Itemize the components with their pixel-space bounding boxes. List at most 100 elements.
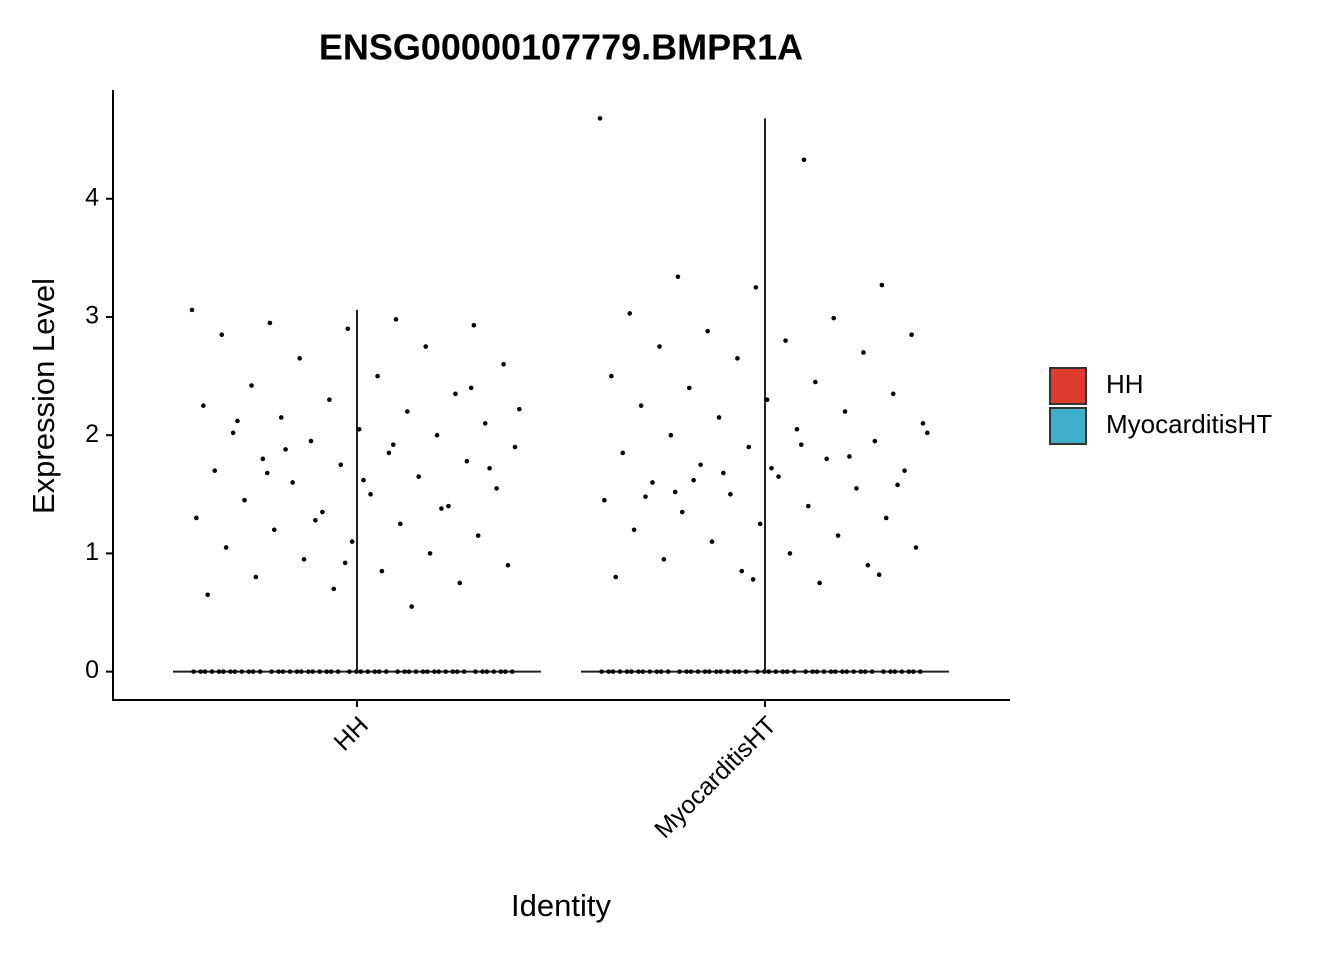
data-point <box>757 521 763 527</box>
x-tick-label: HH <box>329 711 374 756</box>
data-point <box>386 450 392 456</box>
data-point <box>228 669 233 674</box>
data-point <box>375 373 380 379</box>
data-point <box>617 669 623 674</box>
data-point <box>209 669 215 674</box>
data-point <box>714 669 719 674</box>
data-point <box>423 344 429 349</box>
data-point <box>654 669 660 674</box>
data-point <box>735 356 740 361</box>
data-point <box>833 669 838 674</box>
data-point <box>899 669 905 674</box>
data-point <box>803 669 808 674</box>
data-point <box>306 669 311 674</box>
data-point <box>881 669 886 674</box>
data-point <box>695 669 701 674</box>
data-point <box>705 328 710 334</box>
data-point <box>216 669 222 674</box>
data-point <box>361 477 366 483</box>
data-point <box>597 116 603 121</box>
data-point <box>764 397 770 403</box>
data-point <box>246 669 252 674</box>
data-point <box>640 669 646 674</box>
data-point <box>910 669 916 674</box>
data-point <box>501 361 506 367</box>
data-point <box>356 426 362 432</box>
y-tick-label: 2 <box>85 420 99 448</box>
data-point <box>647 669 653 674</box>
data-point <box>925 430 930 436</box>
data-point <box>688 669 694 674</box>
data-point <box>732 669 738 674</box>
data-point <box>390 442 396 447</box>
data-point <box>383 669 389 674</box>
data-point <box>308 438 314 444</box>
legend-key <box>1049 367 1087 405</box>
data-point <box>862 669 868 674</box>
data-point <box>194 515 199 521</box>
data-point <box>365 669 371 674</box>
data-point <box>766 669 772 674</box>
data-point <box>473 669 478 674</box>
data-point <box>328 669 334 674</box>
data-point <box>468 385 474 391</box>
data-point <box>869 669 875 674</box>
data-point <box>821 669 827 674</box>
data-point <box>402 669 407 674</box>
data-point <box>290 480 295 485</box>
data-point <box>413 669 419 674</box>
data-point <box>721 470 726 476</box>
data-point <box>475 533 481 538</box>
data-point <box>672 489 678 495</box>
data-point <box>457 580 463 586</box>
y-tick-label: 3 <box>85 302 99 330</box>
data-point <box>276 669 281 674</box>
data-point <box>784 669 790 674</box>
y-axis-label: Expression Level <box>26 278 61 514</box>
data-point <box>606 669 611 674</box>
data-point <box>609 373 614 379</box>
data-point <box>405 409 410 414</box>
data-point <box>409 604 414 609</box>
data-point <box>434 432 440 438</box>
data-point <box>494 486 499 491</box>
data-point <box>317 669 323 674</box>
data-point <box>283 447 288 452</box>
data-point <box>223 545 229 550</box>
data-point <box>814 669 820 674</box>
data-point <box>427 551 433 556</box>
data-point <box>278 415 284 420</box>
data-point <box>249 383 254 388</box>
data-point <box>813 379 818 385</box>
data-point <box>372 669 378 674</box>
data-point <box>505 562 511 568</box>
data-point <box>257 669 263 674</box>
data-point <box>629 669 634 674</box>
data-point <box>395 669 400 674</box>
data-point <box>847 454 852 459</box>
data-point <box>191 669 196 674</box>
data-point <box>491 669 497 674</box>
data-point <box>599 669 604 674</box>
data-point <box>416 474 421 479</box>
data-point <box>327 397 332 403</box>
data-point <box>794 426 800 432</box>
data-point <box>235 418 240 424</box>
data-point <box>865 562 871 568</box>
data-point <box>675 274 681 280</box>
data-point <box>810 669 815 674</box>
data-point <box>461 669 467 674</box>
data-point <box>661 557 667 562</box>
data-point <box>239 669 245 674</box>
data-point <box>840 669 845 674</box>
data-point <box>230 430 236 436</box>
data-point <box>406 669 412 674</box>
data-point <box>627 311 633 316</box>
data-point <box>801 157 807 163</box>
data-point <box>883 515 889 521</box>
data-point <box>250 669 256 674</box>
legend-label: MyocarditisHT <box>1106 409 1272 439</box>
data-point <box>313 518 318 523</box>
data-point <box>879 282 885 288</box>
